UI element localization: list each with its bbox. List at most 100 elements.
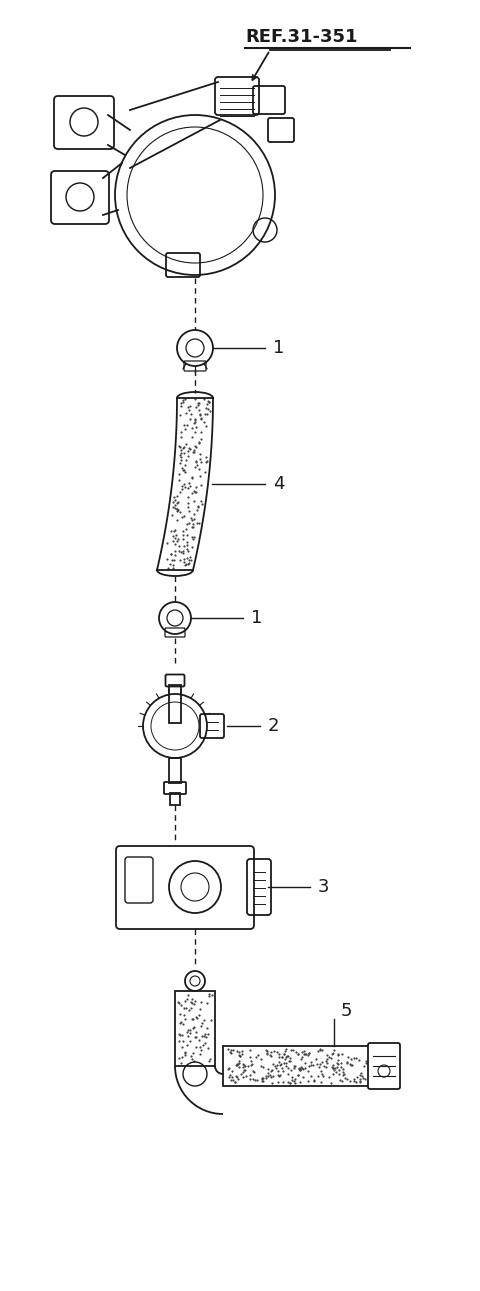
Point <box>190 480 197 501</box>
Point <box>190 1017 197 1038</box>
Point <box>329 1055 336 1075</box>
Point <box>176 1024 184 1044</box>
Point <box>323 1044 331 1065</box>
Point <box>188 507 195 528</box>
Text: 4: 4 <box>273 475 285 493</box>
Point <box>181 389 189 409</box>
Point <box>176 501 184 522</box>
Point <box>192 452 200 473</box>
Point <box>180 998 188 1019</box>
Point <box>192 454 200 475</box>
Point <box>316 1053 324 1074</box>
Point <box>189 1008 197 1029</box>
Point <box>249 1053 256 1074</box>
Point <box>169 555 177 576</box>
Point <box>184 540 192 560</box>
Point <box>188 509 196 529</box>
Point <box>288 1070 296 1091</box>
Point <box>198 1026 205 1047</box>
Point <box>183 998 191 1019</box>
Point <box>196 466 204 487</box>
Point <box>177 1011 184 1032</box>
Point <box>288 1068 296 1088</box>
Point <box>340 1064 348 1084</box>
Point <box>189 988 196 1008</box>
Point <box>171 494 179 515</box>
Point <box>171 520 179 541</box>
Point <box>180 476 188 497</box>
Point <box>176 482 183 502</box>
Point <box>337 1053 345 1074</box>
Point <box>163 533 171 554</box>
Point <box>240 1066 247 1087</box>
Point <box>318 1064 326 1084</box>
Point <box>320 1056 328 1077</box>
Point <box>183 1021 191 1042</box>
Point <box>180 460 188 480</box>
Point <box>276 1043 283 1064</box>
Point <box>264 1044 271 1065</box>
Text: 1: 1 <box>273 340 284 358</box>
Point <box>185 513 192 533</box>
Point <box>177 449 185 470</box>
Point <box>346 1070 354 1091</box>
Point <box>322 1051 330 1072</box>
Point <box>184 493 192 514</box>
Point <box>184 478 192 498</box>
Point <box>228 1061 236 1082</box>
Point <box>181 554 189 574</box>
Point <box>231 1072 239 1092</box>
Point <box>251 1069 258 1090</box>
Point <box>259 1068 267 1088</box>
Point <box>174 492 182 513</box>
Point <box>191 409 198 430</box>
Point <box>344 1047 352 1068</box>
Point <box>192 409 199 430</box>
Point <box>254 1044 262 1065</box>
Point <box>189 537 196 558</box>
Point <box>299 1066 307 1087</box>
Point <box>176 436 183 457</box>
Point <box>249 1069 257 1090</box>
Point <box>282 1053 290 1074</box>
Point <box>202 398 210 418</box>
Point <box>205 392 213 413</box>
Point <box>327 1073 335 1093</box>
Point <box>279 1061 287 1082</box>
Point <box>328 1056 336 1077</box>
Point <box>282 1047 289 1068</box>
Point <box>252 1047 260 1068</box>
Point <box>180 390 187 411</box>
Point <box>304 1044 312 1065</box>
Point <box>338 1072 346 1092</box>
Point <box>186 473 193 493</box>
Point <box>193 500 201 520</box>
Point <box>358 1066 365 1087</box>
Point <box>180 436 188 457</box>
Point <box>229 1039 237 1060</box>
Point <box>193 513 201 533</box>
Point <box>178 458 186 479</box>
Point <box>182 403 190 423</box>
Point <box>238 1041 246 1061</box>
Point <box>226 1065 234 1086</box>
Point <box>362 1052 370 1073</box>
Point <box>325 1047 333 1068</box>
Point <box>335 1044 342 1065</box>
Point <box>186 395 193 416</box>
Point <box>189 417 196 438</box>
Point <box>173 485 180 506</box>
Point <box>184 396 192 417</box>
Point <box>235 1052 243 1073</box>
Point <box>356 1065 364 1086</box>
Point <box>296 1057 303 1078</box>
Point <box>200 412 207 432</box>
Point <box>240 1053 247 1074</box>
Point <box>172 524 180 545</box>
Point <box>278 1046 286 1066</box>
Point <box>186 439 194 460</box>
Point <box>312 1050 320 1070</box>
Point <box>235 1051 242 1072</box>
Point <box>327 1048 335 1069</box>
Point <box>177 1052 184 1073</box>
